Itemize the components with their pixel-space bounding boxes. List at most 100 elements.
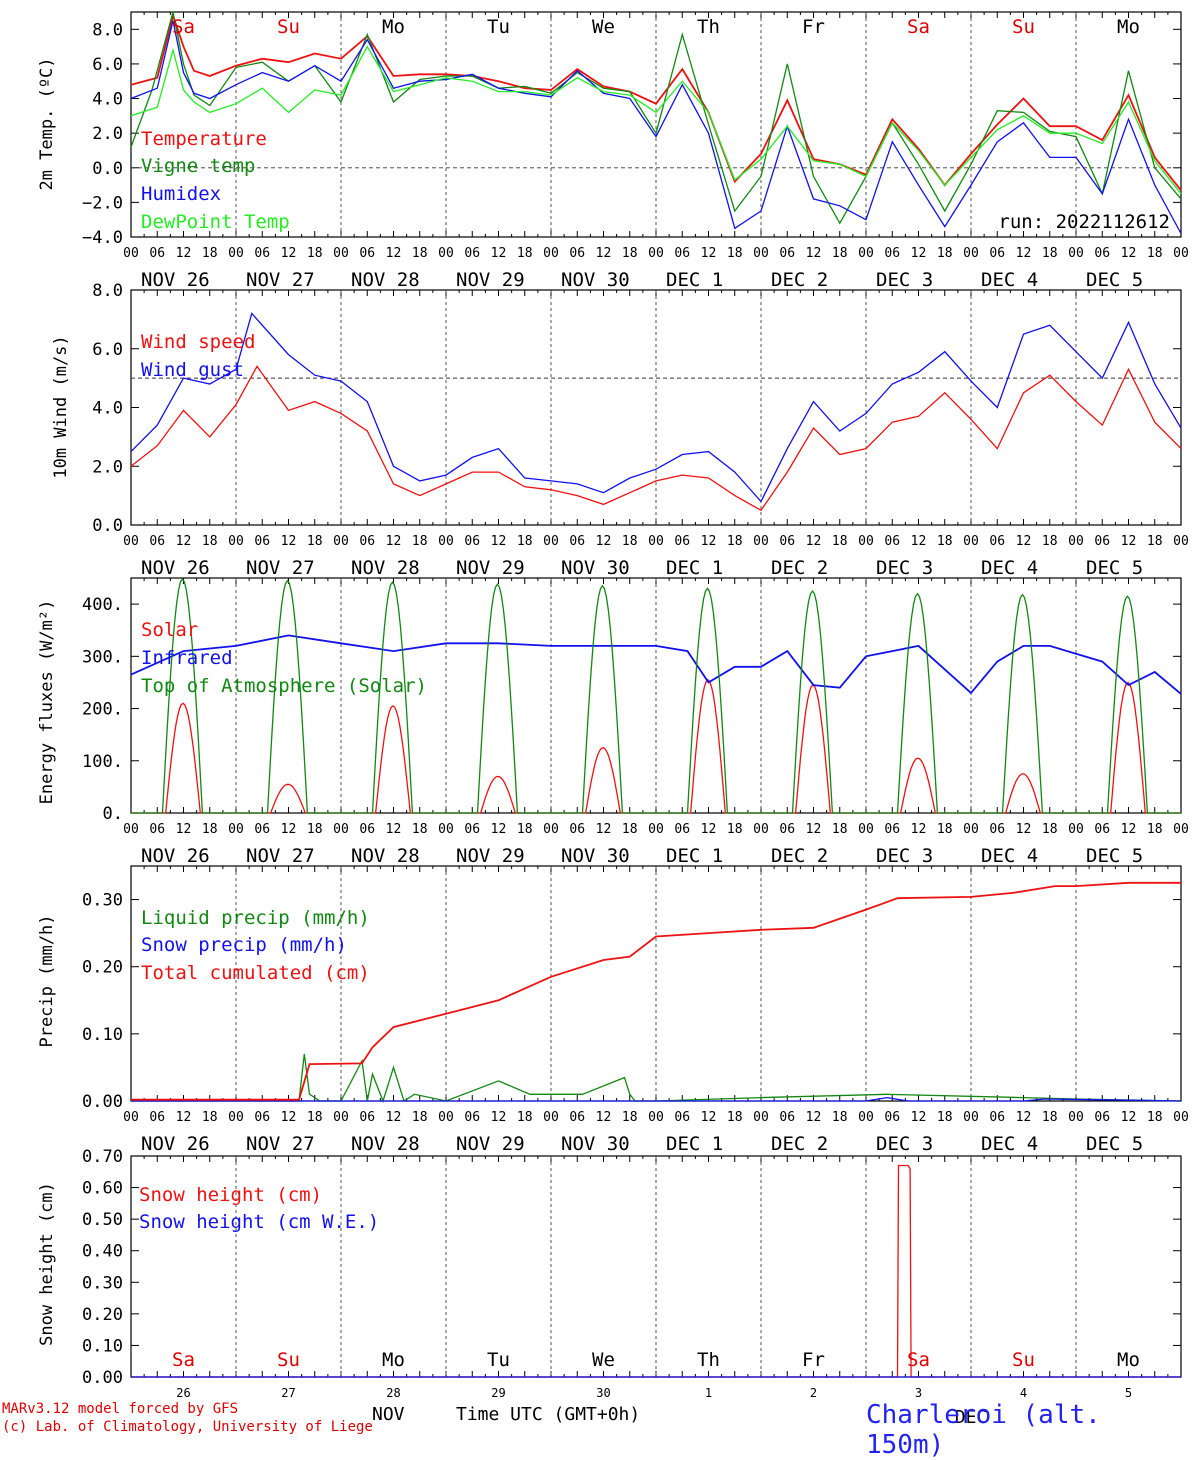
hour-tick-label: 12 bbox=[1016, 246, 1032, 261]
hour-tick-label: 12 bbox=[1121, 534, 1137, 549]
month-label: NOV bbox=[372, 1404, 405, 1425]
hour-tick-label: 18 bbox=[937, 246, 953, 261]
day-number-label: 26 bbox=[176, 1386, 190, 1400]
day-number-label: 5 bbox=[1125, 1386, 1132, 1400]
hour-tick-label: 12 bbox=[386, 534, 402, 549]
hour-tick-label: 06 bbox=[464, 534, 480, 549]
hour-tick-label: 18 bbox=[202, 246, 218, 261]
hour-tick-label: 12 bbox=[386, 246, 402, 261]
day-label: NOV 29 bbox=[456, 557, 525, 579]
hour-tick-label: 06 bbox=[359, 1110, 375, 1125]
hour-tick-label: 00 bbox=[753, 246, 769, 261]
hour-tick-label: 00 bbox=[858, 534, 874, 549]
hour-tick-label: 00 bbox=[648, 534, 664, 549]
weekday-label: Tu bbox=[487, 1349, 510, 1371]
weekday-label: Th bbox=[697, 1349, 720, 1371]
hour-tick-label: 12 bbox=[1121, 1110, 1137, 1125]
day-label: DEC 1 bbox=[666, 557, 723, 579]
hour-tick-label: 18 bbox=[1042, 246, 1058, 261]
hour-tick-label: 18 bbox=[517, 534, 533, 549]
hour-tick-label: 06 bbox=[254, 1110, 270, 1125]
hour-tick-label: 00 bbox=[123, 822, 139, 837]
hour-tick-label: 00 bbox=[228, 822, 244, 837]
day-label: NOV 27 bbox=[246, 557, 315, 579]
hour-tick-label: 06 bbox=[674, 534, 690, 549]
hour-tick-label: 12 bbox=[596, 822, 612, 837]
day-label: DEC 1 bbox=[666, 845, 723, 867]
series-line-dewpoint-temp bbox=[130, 45, 1182, 195]
hour-tick-label: 06 bbox=[779, 534, 795, 549]
weekday-label: Th bbox=[697, 16, 720, 38]
hour-tick-label: 00 bbox=[1068, 246, 1084, 261]
y-tick-label: 4.0 bbox=[92, 399, 123, 419]
weekday-label: Fr bbox=[802, 1349, 825, 1371]
hour-tick-label: 00 bbox=[543, 534, 559, 549]
day-label: DEC 1 bbox=[666, 1133, 723, 1155]
day-number-label: 29 bbox=[491, 1386, 505, 1400]
hour-tick-label: 06 bbox=[989, 534, 1005, 549]
hour-tick-label: 18 bbox=[1042, 1110, 1058, 1125]
weekday-label: Su bbox=[277, 1349, 300, 1371]
day-label: NOV 28 bbox=[351, 269, 420, 291]
day-label: DEC 3 bbox=[876, 557, 933, 579]
y-tick-label: 6.0 bbox=[92, 55, 123, 75]
hour-tick-label: 00 bbox=[228, 534, 244, 549]
lab-credit-line: (c) Lab. of Climatology, University of L… bbox=[2, 1419, 373, 1435]
y-tick-label: −2.0 bbox=[82, 193, 123, 213]
hour-tick-label: 00 bbox=[543, 246, 559, 261]
y-axis-label: 2m Temp. (ºC) bbox=[37, 57, 57, 190]
hour-tick-label: 18 bbox=[412, 1110, 428, 1125]
hour-tick-label: 00 bbox=[648, 1110, 664, 1125]
series-line-wind-speed bbox=[130, 365, 1182, 512]
hour-tick-label: 06 bbox=[779, 246, 795, 261]
day-label: NOV 26 bbox=[141, 557, 210, 579]
hour-tick-label: 06 bbox=[1094, 534, 1110, 549]
hour-tick-label: 18 bbox=[1147, 822, 1163, 837]
hour-tick-label: 12 bbox=[596, 534, 612, 549]
legend-entry: Snow height (cm) bbox=[139, 1184, 322, 1206]
hour-tick-label: 06 bbox=[674, 246, 690, 261]
hour-tick-label: 00 bbox=[438, 1110, 454, 1125]
hour-tick-label: 06 bbox=[989, 246, 1005, 261]
legend-entry: Top of Atmosphere (Solar) bbox=[141, 675, 427, 697]
hour-tick-label: 00 bbox=[228, 246, 244, 261]
hour-tick-label: 00 bbox=[963, 246, 979, 261]
day-label: NOV 29 bbox=[456, 845, 525, 867]
hour-tick-label: 18 bbox=[307, 822, 323, 837]
hour-tick-label: 18 bbox=[727, 246, 743, 261]
hour-tick-label: 12 bbox=[911, 1110, 927, 1125]
day-label: NOV 26 bbox=[141, 845, 210, 867]
hour-tick-label: 06 bbox=[464, 822, 480, 837]
y-tick-label: 8.0 bbox=[92, 281, 123, 301]
y-tick-label: 0.00 bbox=[82, 1092, 123, 1112]
y-tick-label: 0.0 bbox=[92, 516, 123, 536]
legend-entry: Total cumulated (cm) bbox=[141, 962, 370, 984]
y-tick-label: 2.0 bbox=[92, 457, 123, 477]
day-label: DEC 3 bbox=[876, 1133, 933, 1155]
panel-4: Precip (mm/h) bbox=[37, 865, 1182, 1103]
panel-3: Energy fluxes (W/m²) bbox=[37, 577, 1182, 814]
day-number-label: 2 bbox=[810, 1386, 817, 1400]
series-line-wind-gust bbox=[130, 312, 1182, 503]
hour-tick-label: 12 bbox=[386, 1110, 402, 1125]
legend-entry: Solar bbox=[141, 619, 198, 641]
hour-tick-label: 18 bbox=[412, 534, 428, 549]
hour-tick-label: 12 bbox=[281, 822, 297, 837]
hour-tick-label: 06 bbox=[884, 822, 900, 837]
hour-tick-label: 12 bbox=[911, 246, 927, 261]
hour-tick-label: 18 bbox=[622, 822, 638, 837]
hour-tick-label: 06 bbox=[254, 246, 270, 261]
hour-tick-label: 06 bbox=[569, 822, 585, 837]
legend-entry: Wind gust bbox=[141, 359, 244, 381]
legend-entry: Vigne temp bbox=[141, 155, 255, 177]
day-label: NOV 30 bbox=[561, 1133, 630, 1155]
y-tick-label: 4.0 bbox=[92, 90, 123, 110]
hour-tick-label: 18 bbox=[1042, 822, 1058, 837]
hour-tick-label: 18 bbox=[727, 534, 743, 549]
hour-tick-label: 18 bbox=[307, 246, 323, 261]
day-label: DEC 4 bbox=[981, 1133, 1038, 1155]
day-label: NOV 26 bbox=[141, 269, 210, 291]
hour-tick-label: 00 bbox=[333, 534, 349, 549]
hour-tick-label: 18 bbox=[937, 822, 953, 837]
hour-tick-label: 18 bbox=[727, 1110, 743, 1125]
